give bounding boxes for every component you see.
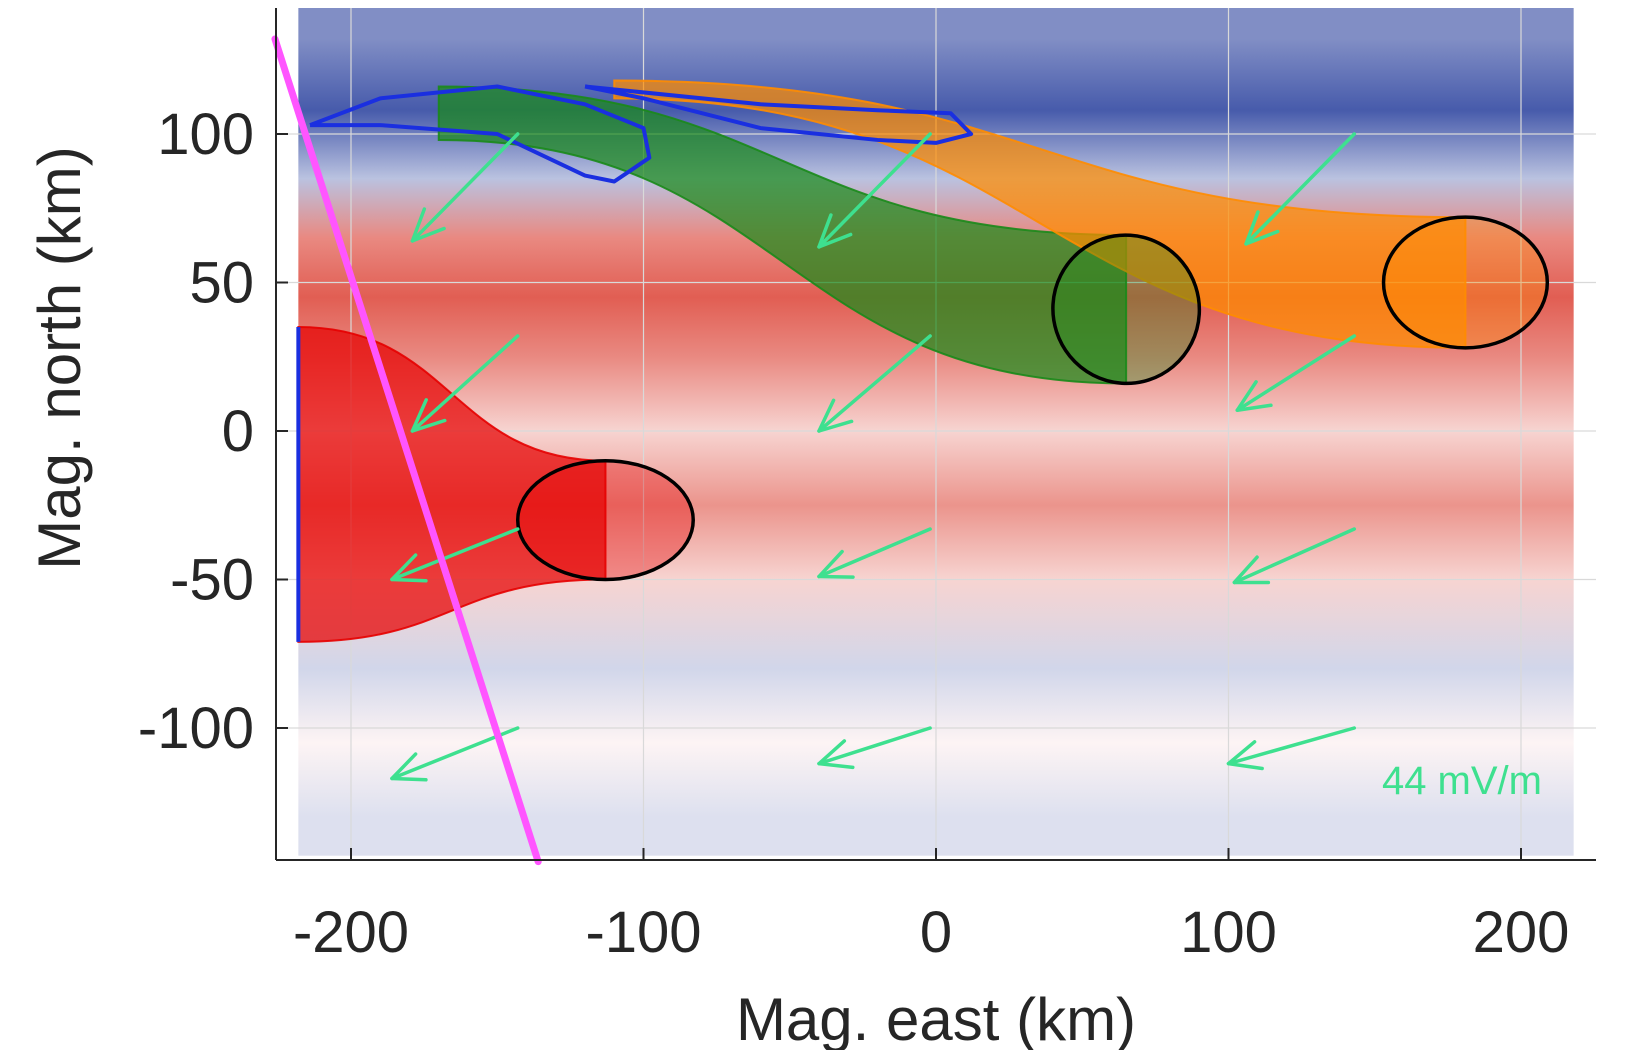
field-arrow-4: [817, 132, 932, 249]
field-arrow-shaft-9: [1235, 334, 1357, 412]
x-tick-label-1: -100: [585, 900, 701, 965]
plot-area: [276, 8, 1596, 860]
field-arrow-shaft-11: [1226, 726, 1357, 766]
trail-series-2: [613, 79, 1467, 349]
axes: [275, 8, 1596, 861]
field-arrow-7: [817, 726, 932, 770]
x-tick-label-3: 100: [1180, 900, 1277, 965]
field-arrow-shaft-6: [817, 527, 932, 579]
ellipse-series-2: [1381, 215, 1550, 350]
field-arrow-head-4: [817, 213, 853, 249]
field-arrow-head-7: [817, 739, 855, 770]
ion-trails: [297, 79, 1467, 643]
blue-outline-0: [309, 84, 652, 184]
field-arrow-head-5: [817, 398, 854, 433]
field-arrow-head-9: [1235, 380, 1273, 412]
field-arrow-head-10: [1232, 555, 1271, 585]
field-arrow-9: [1235, 334, 1357, 412]
field-arrow-head-6: [817, 549, 855, 579]
y-tick-label-4: 100: [157, 102, 254, 167]
field-arrow-0: [410, 132, 520, 243]
field-arrow-head-1: [410, 398, 447, 433]
electric-field-arrows: [390, 132, 1357, 782]
y-tick-label-1: -50: [170, 548, 254, 613]
field-arrow-11: [1226, 726, 1357, 771]
field-arrow-shaft-7: [817, 726, 932, 766]
blue-outline-1: [584, 84, 974, 145]
x-tick-label-2: 0: [920, 900, 952, 965]
field-arrow-head-11: [1226, 740, 1264, 771]
field-arrow-shaft-4: [817, 132, 932, 249]
x-tick-label-0: -200: [293, 900, 409, 965]
field-arrow-head-8: [1244, 210, 1280, 246]
magenta-track: [271, 35, 542, 866]
field-arrow-head-3: [390, 752, 428, 782]
ellipse-series-0: [515, 458, 695, 582]
y-tick-label-2: 0: [222, 399, 254, 464]
trail-series-1: [437, 85, 1128, 385]
x-tick-labels: -200 -100 0 100 200: [293, 900, 1569, 965]
arrow-scale-label: 44 mV/m: [1382, 759, 1542, 803]
x-axis-label: Mag. east (km): [736, 986, 1136, 1050]
field-arrow-shaft-8: [1244, 132, 1357, 246]
blue-outlines: [296, 84, 974, 642]
field-arrow-2: [390, 527, 520, 583]
y-tick-labels: -100 -50 0 50 100: [138, 102, 254, 761]
x-tick-label-4: 200: [1473, 900, 1570, 965]
field-arrow-shaft-2: [390, 527, 520, 582]
field-arrow-shaft-0: [410, 132, 520, 243]
field-arrow-head-2: [390, 553, 428, 583]
field-arrow-1: [410, 334, 520, 433]
field-arrow-6: [817, 527, 932, 579]
ellipse-series-1: [1051, 233, 1202, 386]
field-arrow-10: [1232, 527, 1357, 585]
field-arrow-8: [1244, 132, 1357, 246]
field-arrow-shaft-5: [817, 334, 932, 433]
y-tick-label-0: -100: [138, 696, 254, 761]
ellipse-markers: [515, 215, 1550, 582]
field-arrow-shaft-10: [1232, 527, 1357, 585]
magenta-track-line: [271, 35, 542, 866]
field-arrow-head-0: [410, 207, 446, 243]
y-axis-label: Mag. north (km): [26, 146, 93, 569]
y-tick-label-3: 50: [189, 251, 254, 316]
field-arrow-shaft-1: [410, 334, 520, 433]
field-arrow-5: [817, 334, 932, 433]
